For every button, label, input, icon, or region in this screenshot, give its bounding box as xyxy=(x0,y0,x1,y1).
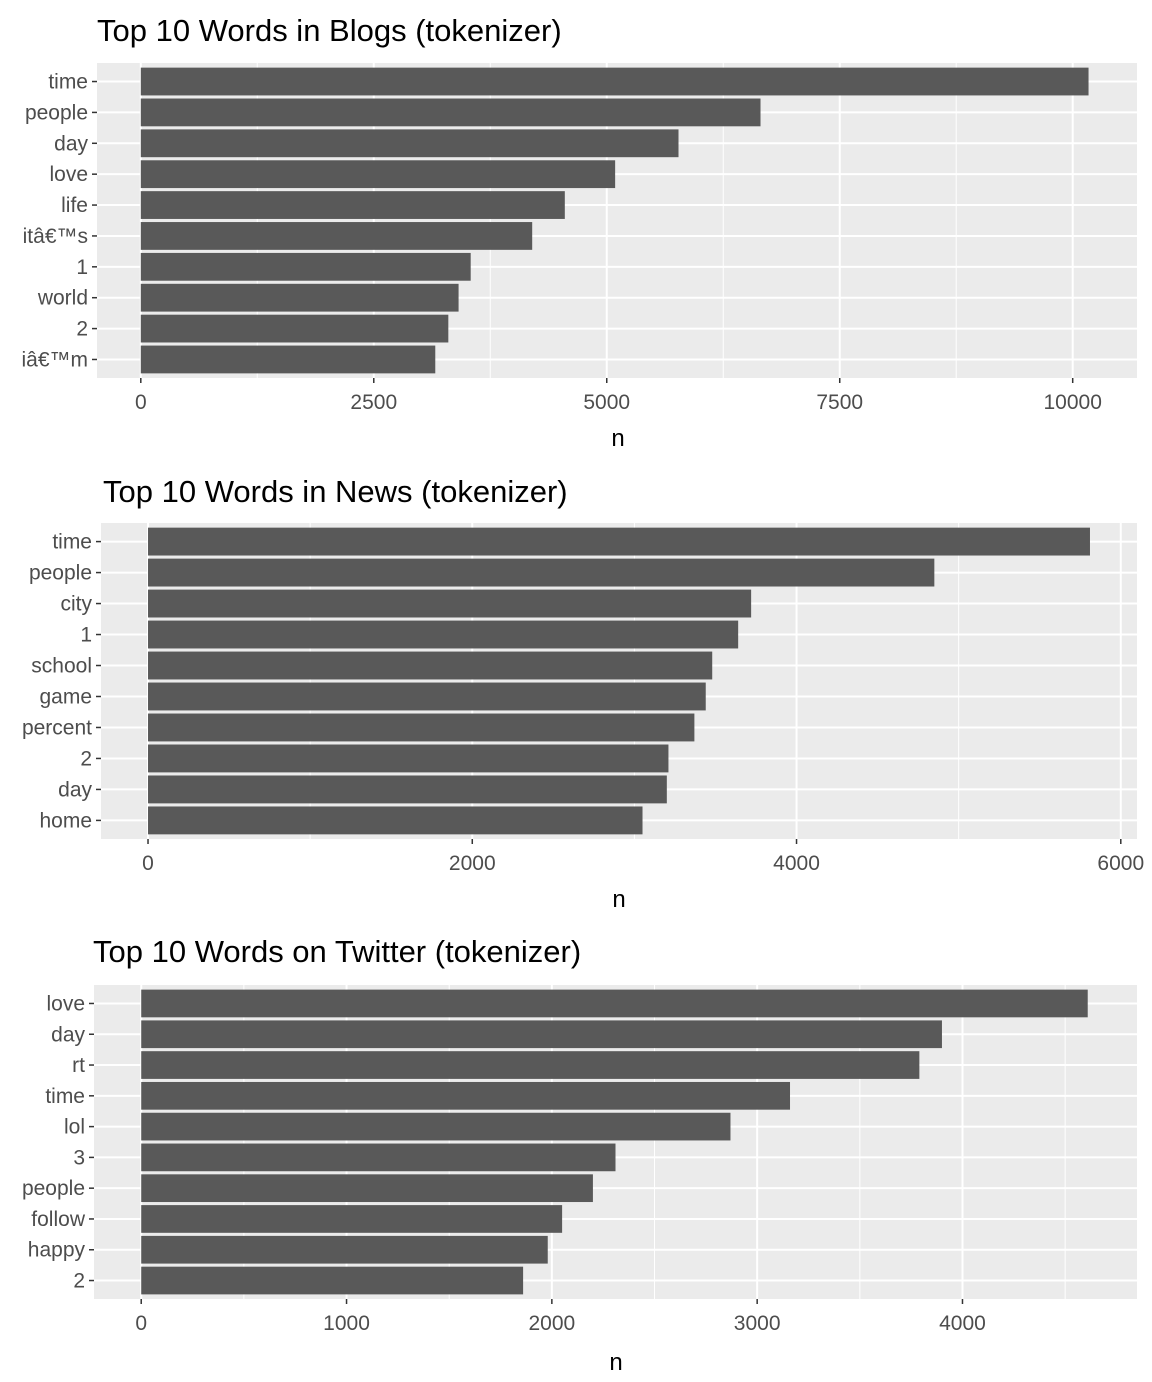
y-tick-label: rt xyxy=(72,1054,85,1077)
bar xyxy=(141,1235,548,1264)
bar xyxy=(148,620,739,649)
bar xyxy=(141,989,1088,1018)
bar xyxy=(141,1051,920,1079)
bar xyxy=(140,283,459,312)
y-tick-label: day xyxy=(51,1023,85,1046)
y-tick-label: time xyxy=(45,1085,85,1108)
y-tick-label: world xyxy=(37,287,88,310)
x-tick-label: 0 xyxy=(135,1312,147,1335)
plot-area: time people day love life itâ€™s 1 world 2 iâ€™m 0… xyxy=(21,63,1137,414)
x-tick-label: 7500 xyxy=(816,391,863,414)
bar xyxy=(148,775,667,804)
chart-title: Top 10 Words in Blogs (tokenizer) xyxy=(97,13,562,48)
x-axis-title: n xyxy=(611,425,624,452)
y-tick-label: 2 xyxy=(73,1270,85,1293)
y-tick-label: people xyxy=(25,101,88,124)
y-tick-label: 2 xyxy=(80,747,92,770)
bar xyxy=(140,314,449,343)
bar xyxy=(148,744,669,773)
x-tick-label: 2000 xyxy=(449,852,496,875)
news-chart: time people city 1 school game percent 2 day home… xyxy=(22,474,1144,913)
x-tick-label: 5000 xyxy=(583,391,630,414)
y-tick-label: school xyxy=(31,655,92,678)
y-tick-label: people xyxy=(29,562,92,585)
y-tick-label: follow xyxy=(31,1208,86,1231)
x-tick-label: 6000 xyxy=(1097,852,1144,875)
bar xyxy=(148,527,1090,556)
y-tick-label: time xyxy=(48,71,88,94)
bar xyxy=(148,589,752,618)
bar xyxy=(140,345,436,374)
y-tick-label: 1 xyxy=(80,624,92,647)
y-tick-label: game xyxy=(39,685,92,708)
bar xyxy=(148,713,695,742)
y-tick-label: time xyxy=(52,531,92,554)
bar xyxy=(140,129,679,158)
y-tick-label: lol xyxy=(64,1116,85,1139)
y-tick-label: people xyxy=(22,1177,85,1200)
bar xyxy=(141,1081,791,1110)
y-tick-label: love xyxy=(46,992,85,1015)
bar xyxy=(148,806,643,835)
bar xyxy=(140,160,616,189)
y-tick-label: love xyxy=(49,163,88,186)
x-tick-label: 10000 xyxy=(1043,391,1101,414)
twitter-chart: love day rt time lol 3 people follow happy 2 0 1000… xyxy=(22,934,1137,1376)
chart-title: Top 10 Words in News (tokenizer) xyxy=(103,474,568,509)
bar xyxy=(141,1266,524,1295)
x-axis-title: n xyxy=(609,1349,622,1376)
y-tick-label: 3 xyxy=(73,1146,85,1169)
plot-area: love day rt time lol 3 people follow happy 2 0 1000… xyxy=(22,985,1137,1335)
y-tick-label: iâ€™m xyxy=(21,348,88,371)
y-tick-label: itâ€™s xyxy=(23,225,88,248)
y-tick-label: day xyxy=(54,132,88,155)
x-tick-label: 3000 xyxy=(734,1312,781,1335)
bar xyxy=(140,191,565,219)
bar xyxy=(141,1020,942,1049)
x-tick-label: 1000 xyxy=(323,1312,370,1335)
chart-title: Top 10 Words on Twitter (tokenizer) xyxy=(93,934,581,969)
bar xyxy=(141,1143,616,1172)
x-tick-label: 2500 xyxy=(350,391,397,414)
y-tick-label: day xyxy=(58,778,92,801)
y-tick-label: 1 xyxy=(76,256,88,279)
x-tick-label: 2000 xyxy=(528,1312,575,1335)
bar xyxy=(141,1174,593,1203)
x-tick-label: 0 xyxy=(142,852,154,875)
bar xyxy=(140,67,1089,96)
bar xyxy=(141,1205,563,1233)
bar xyxy=(140,252,471,281)
y-tick-label: life xyxy=(61,194,88,217)
plot-area: time people city 1 school game percent 2 day home… xyxy=(22,523,1144,875)
x-tick-label: 4000 xyxy=(773,852,820,875)
bar xyxy=(140,222,533,250)
y-tick-label: 2 xyxy=(76,318,88,341)
x-tick-label: 0 xyxy=(135,391,147,414)
bar xyxy=(148,558,935,587)
bar xyxy=(141,1112,731,1141)
bar xyxy=(148,651,713,680)
blogs-chart: time people day love life itâ€™s 1 world 2 iâ€™m 0… xyxy=(21,13,1137,452)
x-axis-title: n xyxy=(612,886,625,913)
y-tick-label: city xyxy=(61,593,93,616)
y-tick-label: percent xyxy=(22,716,92,739)
bar xyxy=(140,98,761,127)
y-tick-label: happy xyxy=(28,1239,86,1262)
x-tick-label: 4000 xyxy=(939,1312,986,1335)
bar xyxy=(148,682,706,711)
y-tick-label: home xyxy=(39,809,92,832)
